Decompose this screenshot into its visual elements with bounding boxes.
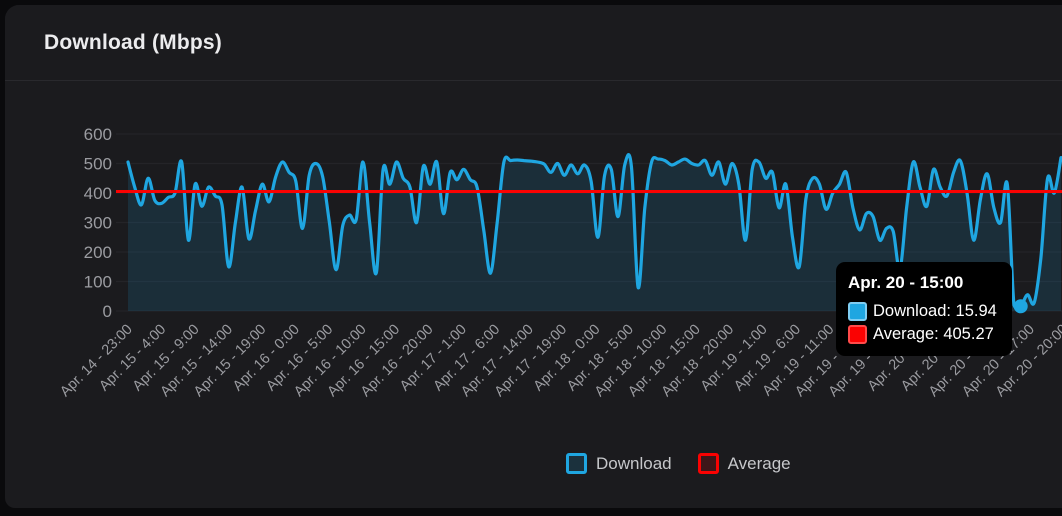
download-legend-swatch	[566, 453, 587, 474]
chart-legend: Download Average	[566, 453, 791, 474]
y-tick-label: 0	[103, 302, 112, 321]
hover-marker	[1013, 299, 1028, 314]
y-tick-label: 300	[84, 214, 112, 233]
download-legend-label: Download	[596, 453, 672, 473]
tooltip-average-text: Average: 405.27	[873, 325, 994, 343]
chart-tooltip: Apr. 20 - 15:00 Download: 15.94 Average:…	[836, 262, 1012, 356]
chart-title: Download (Mbps)	[44, 30, 222, 54]
card-header: Download (Mbps)	[5, 5, 1062, 81]
y-tick-label: 400	[84, 184, 112, 203]
average-tooltip-swatch	[848, 325, 867, 344]
download-area	[128, 154, 1061, 311]
tooltip-download-text: Download: 15.94	[873, 302, 997, 320]
legend-item-download[interactable]: Download	[566, 453, 672, 474]
tooltip-title: Apr. 20 - 15:00	[848, 273, 964, 292]
average-legend-label: Average	[727, 453, 791, 473]
tooltip-row-average: Average: 405.27	[848, 325, 1012, 344]
download-tooltip-swatch	[848, 302, 867, 321]
legend-item-average[interactable]: Average	[697, 453, 791, 474]
y-tick-label: 600	[84, 125, 112, 144]
y-tick-label: 200	[84, 243, 112, 262]
y-tick-label: 500	[84, 155, 112, 174]
tooltip-row-download: Download: 15.94	[848, 302, 1012, 321]
y-tick-label: 100	[84, 273, 112, 292]
download-chart-card	[5, 5, 1062, 508]
download-line	[126, 153, 1062, 311]
average-legend-swatch	[697, 453, 719, 474]
